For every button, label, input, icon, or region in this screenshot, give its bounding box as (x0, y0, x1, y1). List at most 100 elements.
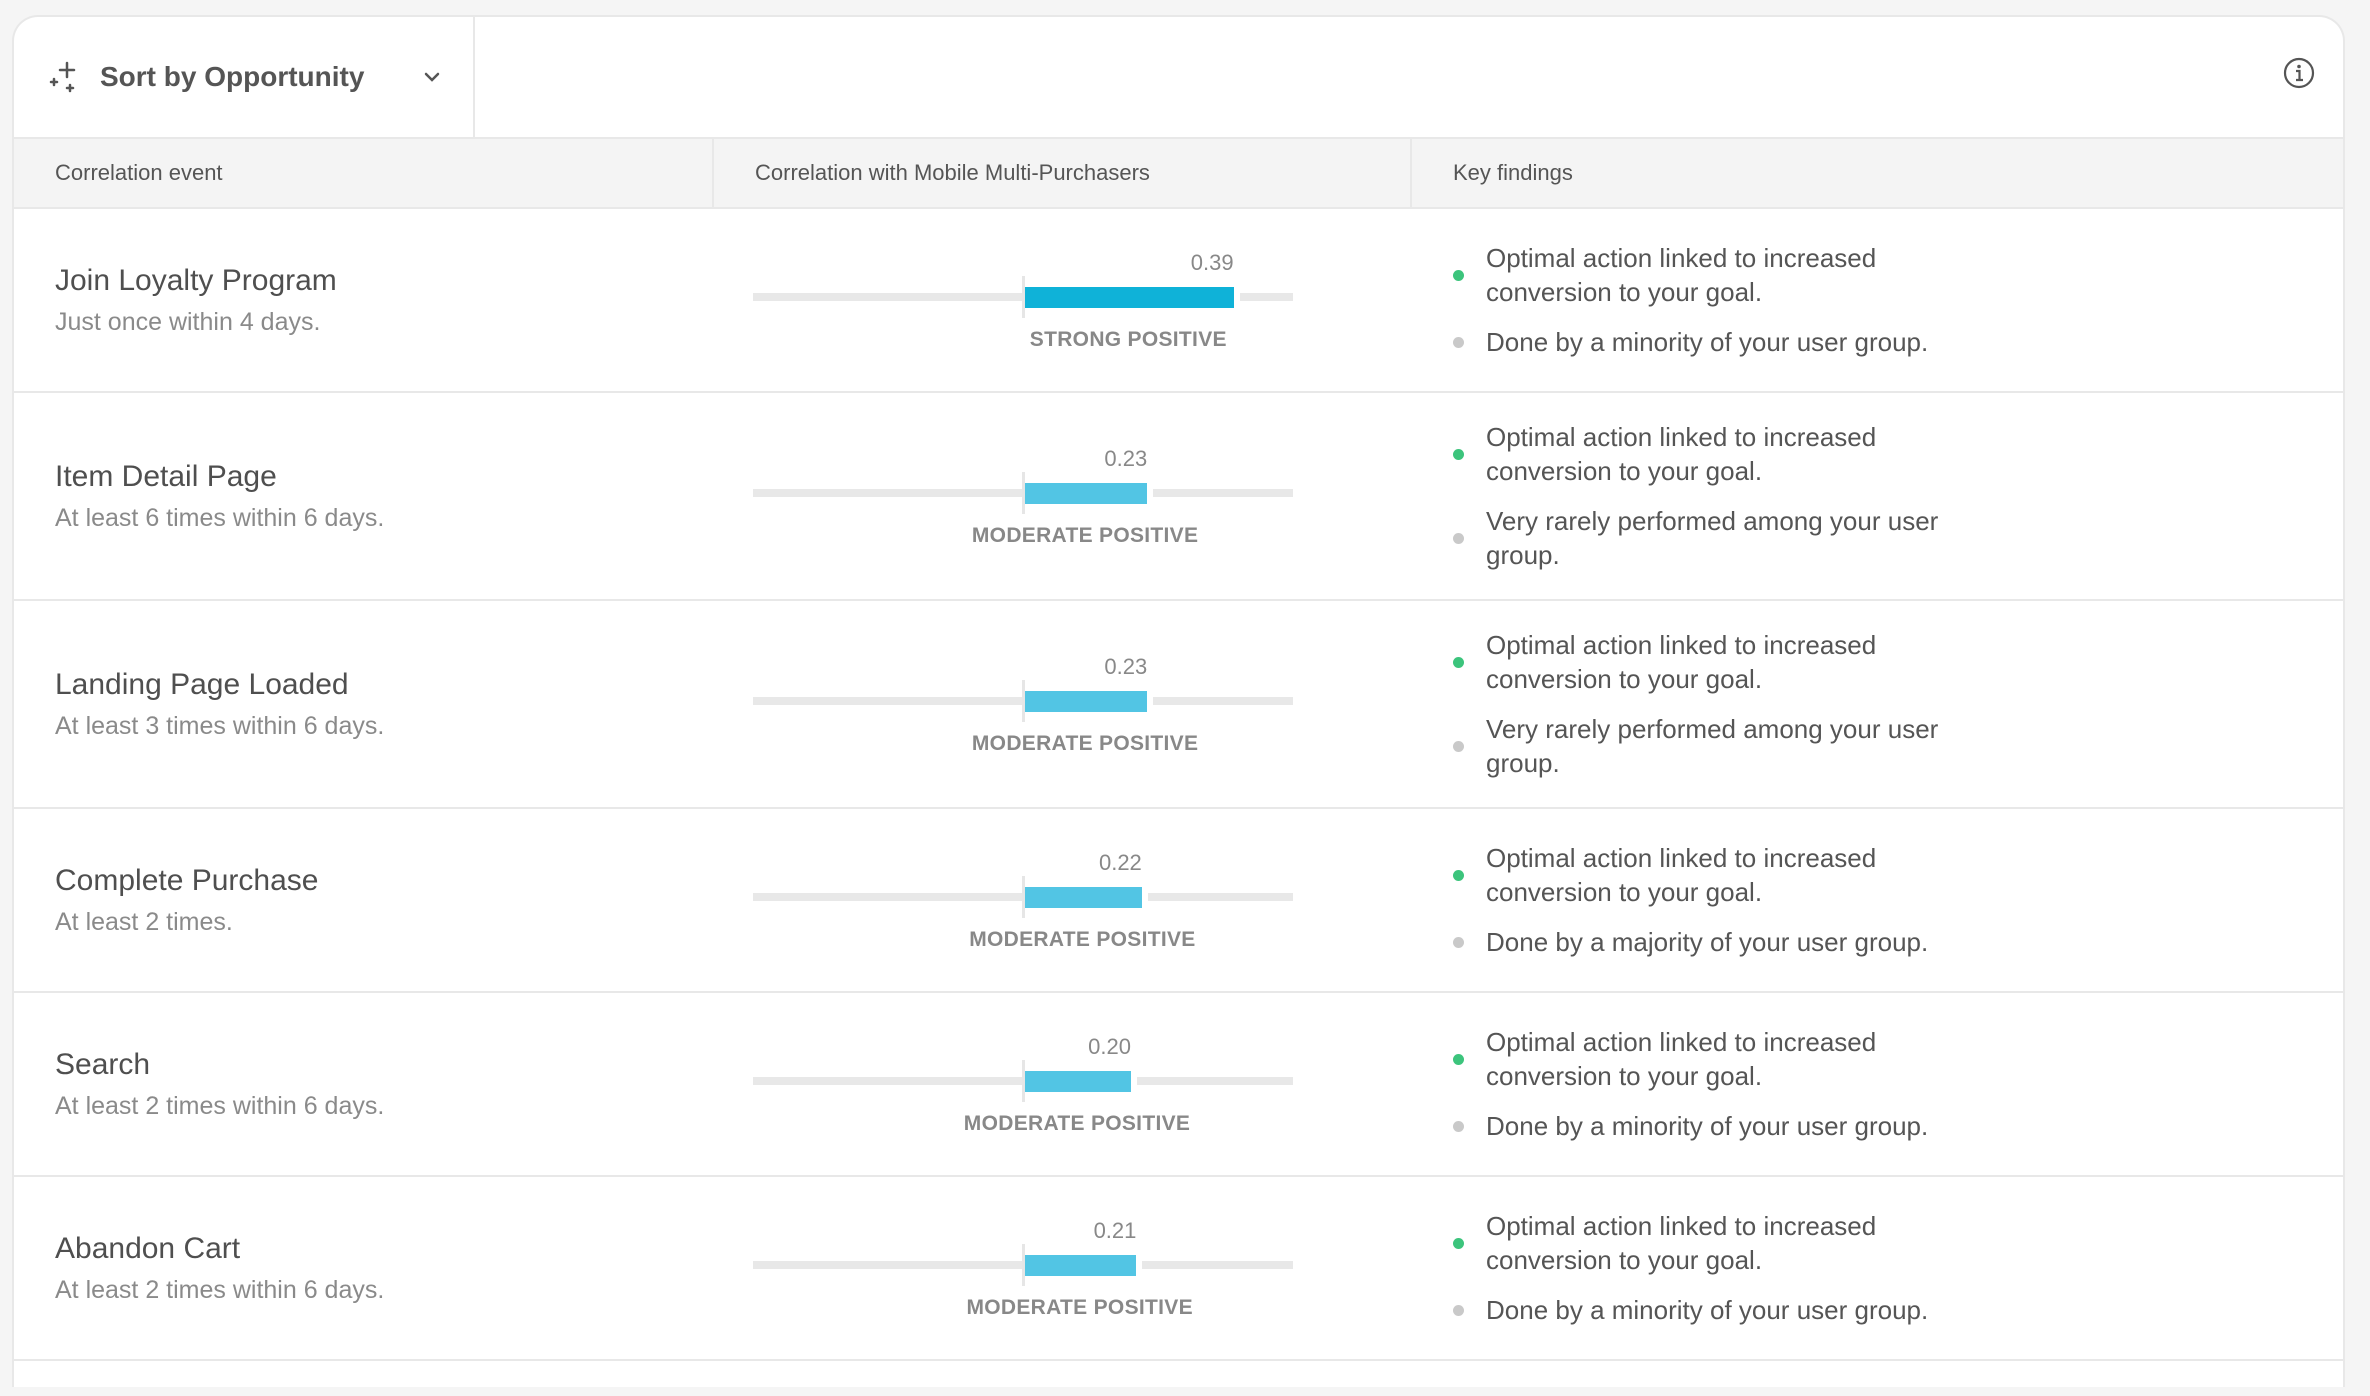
findings-cell: Optimal action linked to increased conve… (1412, 809, 2343, 991)
finding-item: Done by a minority of your user group. (1453, 1109, 1973, 1143)
finding-item: Optimal action linked to increased conve… (1453, 628, 1973, 696)
neutral-dot-icon (1453, 336, 1464, 348)
neutral-dot-icon (1453, 740, 1464, 752)
event-subtitle: Just once within 4 days. (55, 307, 321, 336)
event-title[interactable]: Join Loyalty Program (55, 263, 337, 297)
event-cell: Join Loyalty Program Just once within 4 … (14, 209, 712, 391)
findings-cell: Optimal action linked to increased conve… (1412, 1177, 2343, 1359)
table-header: Correlation event Correlation with Mobil… (14, 139, 2343, 209)
correlation-value: 0.21 (1093, 1218, 1137, 1243)
correlation-value: 0.20 (1088, 1034, 1131, 1059)
correlation-cell: 0.39 STRONG POSITIVE (712, 209, 1412, 391)
event-title[interactable]: Abandon Cart (55, 1231, 241, 1265)
correlation-strength: STRONG POSITIVE (1029, 328, 1227, 351)
correlation-chart: 0.39 STRONG POSITIVE (753, 250, 1293, 351)
sparkle-icon (49, 61, 76, 93)
correlation-cell: 0.22 MODERATE POSITIVE (712, 809, 1412, 991)
correlation-bar (1025, 887, 1142, 908)
track-negative (753, 489, 1023, 497)
event-title[interactable]: Search (55, 1047, 151, 1081)
positive-dot-icon (1453, 448, 1464, 460)
correlation-chart: 0.23 MODERATE POSITIVE (753, 654, 1293, 755)
zero-line (1022, 876, 1025, 918)
finding-item: Optimal action linked to increased conve… (1453, 420, 1973, 488)
finding-text: Done by a minority of your user group. (1486, 1111, 1929, 1141)
correlation-cell: 0.21 MODERATE POSITIVE (712, 1177, 1412, 1359)
findings-cell: Optimal action linked to increased conve… (1412, 209, 2343, 391)
positive-dot-icon (1453, 656, 1464, 668)
table-body: Join Loyalty Program Just once within 4 … (14, 209, 2343, 1387)
correlation-bar (1025, 1255, 1137, 1276)
finding-text: Optimal action linked to increased conve… (1486, 422, 1877, 486)
event-subtitle: At least 6 times within 6 days. (55, 503, 385, 532)
finding-text: Optimal action linked to increased conve… (1486, 630, 1877, 694)
correlation-panel: Sort by Opportunity Correlation event Co… (12, 15, 2345, 1387)
correlation-bar (1025, 483, 1148, 504)
correlation-chart: 0.22 MODERATE POSITIVE (753, 850, 1293, 951)
positive-dot-icon (1453, 869, 1464, 881)
event-subtitle: At least 2 times within 6 days. (55, 1091, 385, 1120)
correlation-chart: 0.20 MODERATE POSITIVE (753, 1034, 1293, 1135)
correlation-strength: MODERATE POSITIVE (963, 1112, 1191, 1135)
zero-line (1022, 1244, 1025, 1286)
info-icon[interactable] (2283, 57, 2315, 89)
neutral-dot-icon (1453, 532, 1464, 544)
event-title[interactable]: Landing Page Loaded (55, 667, 349, 701)
column-header-event: Correlation event (55, 160, 223, 185)
neutral-dot-icon (1453, 936, 1464, 948)
finding-item: Done by a minority of your user group. (1453, 1293, 1973, 1327)
track-negative (753, 893, 1023, 901)
sort-dropdown[interactable]: Sort by Opportunity (14, 17, 475, 137)
table-row[interactable]: Landing Page Loaded At least 3 times wit… (14, 601, 2343, 809)
correlation-bar (1025, 287, 1234, 308)
correlation-value: 0.22 (1098, 850, 1142, 875)
column-header-correlation: Correlation with Mobile Multi-Purchasers (712, 139, 1410, 207)
finding-text: Optimal action linked to increased conve… (1486, 843, 1877, 907)
chevron-down-icon (424, 72, 440, 82)
table-row[interactable]: Complete Purchase At least 2 times. 0.22… (14, 809, 2343, 993)
correlation-cell: 0.20 MODERATE POSITIVE (712, 993, 1412, 1175)
correlation-strength: MODERATE POSITIVE (969, 928, 1196, 951)
table-row-partial (14, 1361, 2343, 1387)
correlation-chart: 0.23 MODERATE POSITIVE (753, 446, 1293, 547)
zero-line (1022, 276, 1025, 318)
zero-line (1022, 1060, 1025, 1102)
correlation-value: 0.23 (1104, 654, 1148, 679)
event-subtitle: At least 3 times within 6 days. (55, 711, 385, 740)
event-title[interactable]: Complete Purchase (55, 863, 319, 897)
finding-item: Optimal action linked to increased conve… (1453, 841, 1973, 909)
track-positive (1153, 489, 1293, 497)
track-positive (1142, 1261, 1293, 1269)
table-row[interactable]: Search At least 2 times within 6 days. 0… (14, 993, 2343, 1177)
finding-item: Optimal action linked to increased conve… (1453, 241, 1973, 309)
track-negative (753, 697, 1023, 705)
sort-label: Sort by Opportunity (100, 61, 365, 92)
table-row[interactable]: Item Detail Page At least 6 times within… (14, 393, 2343, 601)
finding-text: Very rarely performed among your user gr… (1486, 714, 1939, 778)
track-positive (1153, 697, 1293, 705)
positive-dot-icon (1453, 1237, 1464, 1249)
findings-cell: Optimal action linked to increased conve… (1412, 393, 2343, 599)
finding-text: Done by a minority of your user group. (1486, 327, 1929, 357)
correlation-strength: MODERATE POSITIVE (966, 1296, 1193, 1319)
event-cell: Search At least 2 times within 6 days. (14, 993, 712, 1175)
finding-text: Done by a majority of your user group. (1486, 927, 1929, 957)
correlation-chart: 0.21 MODERATE POSITIVE (753, 1218, 1293, 1319)
finding-text: Optimal action linked to increased conve… (1486, 1027, 1877, 1091)
finding-item: Optimal action linked to increased conve… (1453, 1025, 1973, 1093)
event-cell: Complete Purchase At least 2 times. (14, 809, 712, 991)
finding-text: Done by a minority of your user group. (1486, 1295, 1929, 1325)
table-row[interactable]: Join Loyalty Program Just once within 4 … (14, 209, 2343, 393)
event-title[interactable]: Item Detail Page (55, 459, 277, 493)
neutral-dot-icon (1453, 1304, 1464, 1316)
neutral-dot-icon (1453, 1120, 1464, 1132)
table-row[interactable]: Abandon Cart At least 2 times within 6 d… (14, 1177, 2343, 1361)
correlation-strength: MODERATE POSITIVE (971, 524, 1199, 547)
finding-text: Optimal action linked to increased conve… (1486, 1211, 1877, 1275)
zero-line (1022, 472, 1025, 514)
event-subtitle: At least 2 times within 6 days. (55, 1275, 385, 1304)
track-positive (1239, 293, 1293, 301)
track-positive (1137, 1077, 1293, 1085)
correlation-strength: MODERATE POSITIVE (971, 732, 1199, 755)
correlation-bar (1025, 1071, 1131, 1092)
